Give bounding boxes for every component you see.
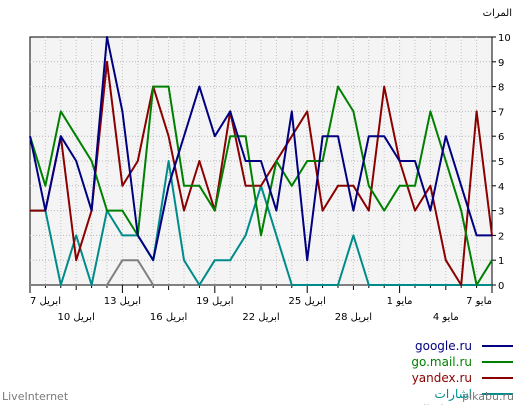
x-tick-label: 10 ابريل: [58, 312, 95, 323]
y-tick-label: 2: [498, 231, 504, 242]
y-axis: 0 1 2 3 4 5 6 7 8 9 10: [492, 33, 511, 292]
y-tick-label: 7: [498, 107, 504, 118]
footer-left-text: LiveInternet: [2, 390, 69, 403]
x-tick-label: 25 ابريل: [289, 296, 326, 307]
y-tick-label: 6: [498, 132, 504, 143]
x-tick-label: 16 ابريل: [150, 312, 187, 323]
series-line-go-mail-ru: [29, 85, 493, 286]
y-tick-label: 1: [498, 256, 504, 267]
legend-label: go.mail.ru: [411, 355, 472, 369]
y-tick-label: 9: [498, 58, 504, 69]
legend-label: اشارات: [435, 387, 472, 402]
footer-right-text: pikabu.ru: [462, 390, 514, 403]
legend-label: pikabu.ru: [415, 403, 472, 405]
y-tick-label: 0: [498, 281, 504, 292]
legend-label: yandex.ru: [412, 371, 472, 385]
x-tick-label: 28 ابريل: [335, 312, 372, 323]
y-tick-label: 4: [498, 182, 504, 193]
x-tick-label: 7 ابريل: [30, 296, 61, 307]
y-axis-label: المرات: [483, 8, 512, 19]
x-tick-label: 13 ابريل: [104, 296, 141, 307]
y-tick-label: 8: [498, 83, 504, 94]
legend-label: google.ru: [415, 339, 472, 353]
series-line-yandex-ru: [30, 60, 493, 286]
y-tick-label: 10: [498, 33, 511, 44]
legend: google.ru go.mail.ru yandex.ru اشاراتpikabu…: [411, 339, 513, 405]
x-tick-label: 4 مايو: [433, 312, 459, 323]
x-axis: 7 مايو 1 مايو 25 ابريل 19 ابريل 13 ابريل 7 اب…: [29, 285, 493, 323]
series-line-google-ru: [29, 36, 492, 262]
series-lines: [29, 36, 493, 286]
x-tick-label: 22 ابريل: [242, 312, 279, 323]
x-tick-label: 19 ابريل: [196, 296, 233, 307]
y-tick-label: 5: [498, 157, 504, 168]
x-tick-label: 7 مايو: [466, 296, 492, 307]
y-tick-label: 3: [498, 207, 504, 218]
x-tick-label: 1 مايو: [387, 296, 413, 307]
